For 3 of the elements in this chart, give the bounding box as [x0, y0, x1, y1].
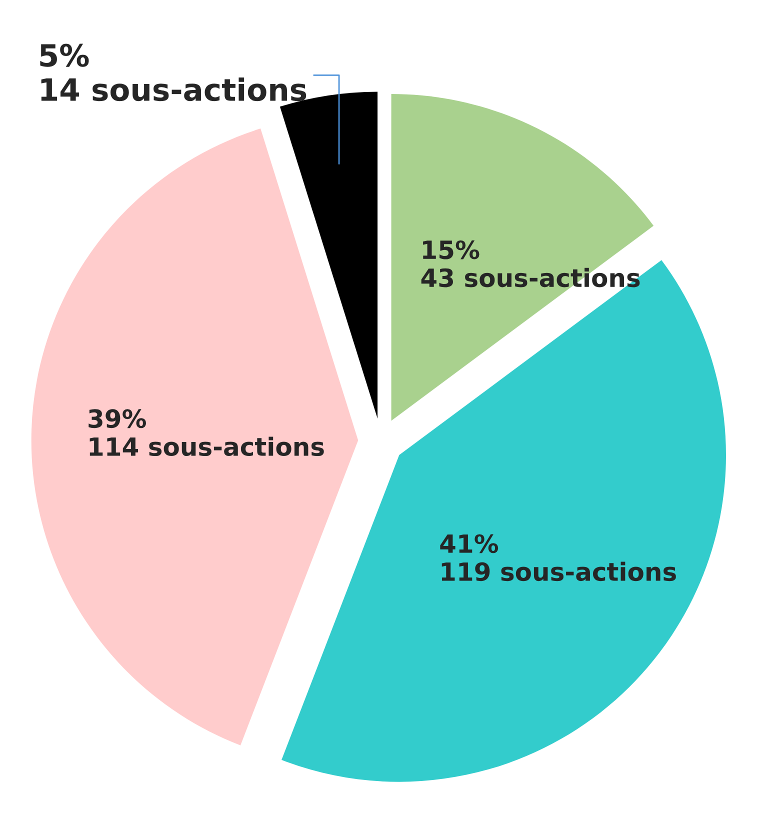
data-label: 5% 14 sous-actions	[40, 44, 306, 102]
data-label: 41% 119 sous-actions	[440, 534, 676, 582]
data-label: 39% 114 sous-actions	[88, 409, 324, 456]
